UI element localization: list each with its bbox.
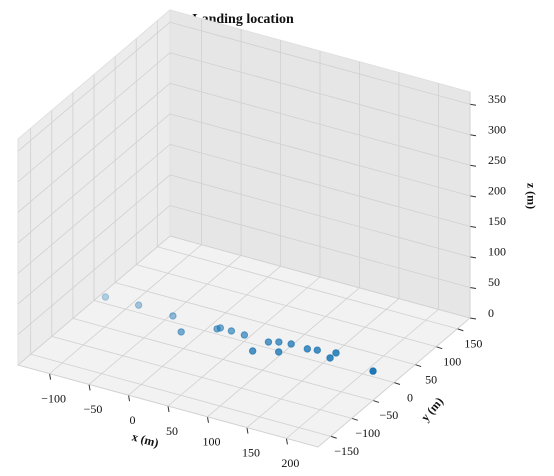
z-tick-label: 200	[488, 184, 506, 198]
y-tick	[436, 346, 443, 350]
y-tick-label: 50	[425, 372, 437, 386]
x-tick-label: −100	[41, 391, 66, 405]
point	[369, 367, 377, 375]
grid-line	[169, 205, 471, 288]
grid-line	[17, 235, 171, 366]
y-axis-label: y (m)	[418, 394, 446, 424]
grid-line	[169, 113, 471, 197]
point	[169, 312, 177, 320]
x-tick	[246, 427, 249, 434]
grid-line	[17, 82, 171, 213]
grid-line	[17, 174, 171, 305]
x-tick	[285, 438, 288, 445]
z-tick	[469, 317, 477, 320]
grid-line	[17, 205, 171, 335]
grid-line	[17, 52, 171, 183]
grid-line	[115, 282, 416, 365]
point	[101, 293, 110, 301]
point	[274, 348, 283, 356]
z-tick	[469, 225, 477, 228]
grid-line	[169, 82, 471, 166]
y-tick-label: 100	[443, 354, 461, 368]
grid-line	[30, 353, 331, 437]
point	[326, 354, 334, 362]
grid-line	[17, 144, 171, 274]
z-tick-label: 250	[488, 153, 506, 167]
x-tick-label: 100	[202, 435, 220, 449]
z-tick-label: 150	[488, 214, 506, 228]
y-tick	[414, 364, 422, 368]
point	[216, 324, 225, 332]
point	[177, 328, 185, 336]
x-tick-label: 200	[281, 456, 299, 470]
z-tick-label: 0	[488, 306, 494, 320]
x-tick	[206, 416, 209, 423]
point	[227, 327, 236, 335]
y-tick	[457, 328, 464, 332]
z-tick	[469, 134, 477, 137]
grid-line	[17, 21, 171, 152]
z-axis-label: z (m)	[524, 183, 538, 209]
y-tick	[330, 435, 337, 439]
x-tick-label: 150	[242, 445, 260, 459]
z-tick-label: 100	[488, 245, 506, 259]
grid-line	[169, 21, 471, 105]
y-tick	[372, 399, 380, 403]
grid-line	[93, 300, 395, 383]
grid-line	[169, 174, 471, 258]
point	[134, 301, 143, 309]
point	[313, 346, 321, 354]
y-axis-line	[317, 317, 471, 448]
y-tick	[351, 417, 358, 421]
y-tick	[393, 382, 401, 385]
point	[332, 349, 340, 357]
z-tick	[469, 256, 477, 259]
y-tick-label: 150	[464, 337, 482, 351]
grid-line	[136, 264, 437, 348]
x-axis-label: x (m)	[130, 430, 160, 451]
z-tick	[469, 164, 477, 167]
x-tick	[167, 405, 170, 413]
grid-line	[169, 143, 471, 227]
x-tick	[88, 384, 91, 391]
x-tick-label: 0	[130, 413, 136, 427]
x-tick-label: −50	[84, 402, 103, 416]
y-tick-label: 0	[407, 390, 413, 404]
point	[248, 347, 257, 355]
grid-line	[169, 235, 471, 319]
grid-line	[51, 335, 352, 419]
grid-line	[17, 113, 171, 244]
x-axis-line	[17, 364, 319, 448]
x-tick	[128, 395, 131, 402]
grid-line	[169, 52, 471, 136]
z-tick	[469, 195, 477, 198]
grid-line	[157, 246, 458, 330]
point	[303, 345, 312, 353]
grid-line	[72, 318, 373, 401]
z-tick-label: 50	[488, 275, 500, 289]
point	[264, 338, 273, 346]
y-tick-label: −150	[334, 444, 359, 458]
y-tick-label: −100	[355, 426, 380, 440]
x-tick	[49, 373, 52, 380]
point	[275, 338, 283, 346]
x-tick-label: 50	[166, 424, 178, 438]
z-tick-label: 350	[488, 92, 506, 106]
z-tick	[469, 103, 477, 106]
point	[240, 331, 249, 339]
y-tick-label: −50	[379, 408, 398, 422]
point	[287, 340, 295, 348]
z-tick	[469, 286, 477, 289]
z-tick-label: 300	[488, 123, 506, 137]
